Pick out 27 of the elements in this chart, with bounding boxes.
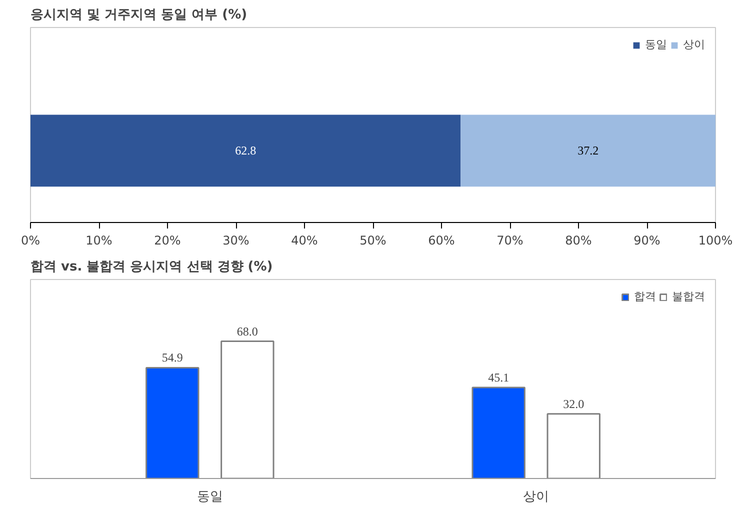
legend-label: 불합격 [672, 289, 705, 304]
data-label: 37.2 [578, 144, 599, 158]
bar [546, 413, 600, 478]
chart-title: 합격 vs. 불합격 응시지역 선택 경향 (%) [30, 260, 273, 274]
x-tick-label: 0% [20, 234, 40, 248]
x-tick-label: 80% [565, 234, 592, 248]
chart-title: 응시지역 및 거주지역 동일 여부 (%) [30, 8, 248, 22]
x-tick-label: 90% [634, 234, 660, 248]
x-tick-label: 10% [86, 234, 112, 248]
bar [472, 386, 526, 478]
data-label: 54.9 [162, 350, 183, 365]
x-tick-label: 70% [496, 234, 524, 248]
bar [220, 340, 274, 478]
legend-label: 동일 [645, 37, 667, 52]
legend-label: 합격 [634, 289, 656, 304]
x-tick-label: 30% [222, 234, 250, 248]
x-tick-label: 60% [428, 234, 455, 248]
x-tick-label: 50% [360, 234, 386, 248]
x-tick-label: 20% [154, 234, 181, 248]
bar [146, 366, 200, 478]
data-label: 68.0 [236, 324, 258, 338]
x-tick-label: 100% [698, 234, 733, 248]
data-label: 32.0 [563, 396, 584, 411]
data-label: 62.8 [235, 144, 256, 158]
data-label: 45.1 [488, 370, 510, 384]
x-tick-label: 40% [291, 234, 318, 248]
legend-label: 상이 [683, 37, 705, 52]
